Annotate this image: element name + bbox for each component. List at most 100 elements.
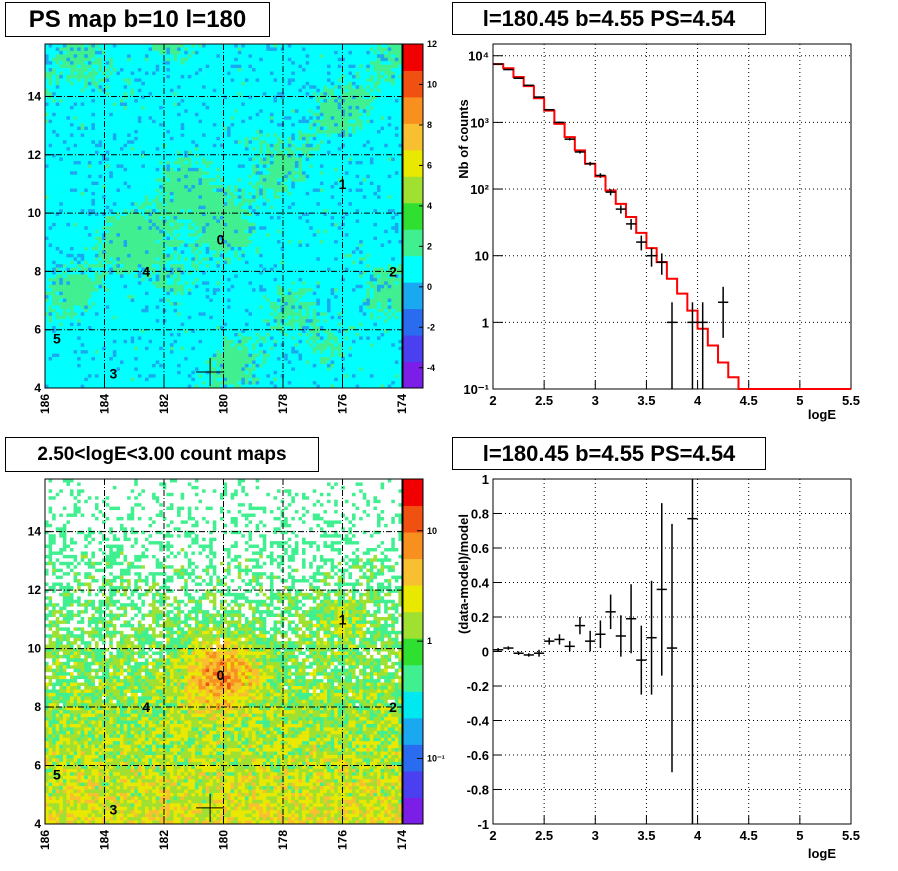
source-label-2: 2 [389,699,397,715]
x-tick-label: 184 [98,394,112,414]
source-label-4: 4 [142,699,150,715]
colorbar-band [403,309,423,336]
source-label-3: 3 [110,365,118,381]
colorbar-band [403,506,423,533]
x-tick-label: 3 [592,828,599,843]
x-tick-label: 178 [276,394,290,414]
colorbar-band [403,612,423,639]
y-tick-label: 4 [34,817,41,831]
y-tick-label: 10³ [470,115,489,130]
y-tick-label: 12 [28,583,42,597]
x-tick-label: 2.5 [535,828,553,843]
y-tick-label: 4 [34,381,41,395]
x-tick-label: 5 [796,828,803,843]
colorbar-tick-label: 10 [427,526,437,536]
colorbar-band [403,559,423,586]
x-tick-label: 180 [217,394,231,414]
colorbar-band [403,771,423,798]
colorbar-band [403,797,423,824]
source-label-0: 0 [217,667,225,683]
y-tick-label: 10 [28,642,42,656]
x-tick-label: 5 [796,393,803,408]
y-tick-label: -1 [477,817,489,832]
x-tick-label: 4 [694,393,702,408]
colorbar-tick-label: 2 [427,241,432,251]
y-tick-label: 0 [482,645,489,660]
y-tick-label: 8 [34,264,41,278]
x-axis-label: logE [808,846,836,861]
x-axis-label: logE [808,407,836,422]
x-tick-label: 174 [395,394,409,414]
y-tick-label: -0.4 [467,714,490,729]
colorbar-tick-label: 1 [427,636,432,646]
x-tick-label: 186 [38,830,52,850]
x-tick-label: 174 [395,830,409,850]
colorbar-band [403,718,423,745]
y-tick-label: -0.8 [467,783,489,798]
x-tick-label: 2 [489,393,496,408]
source-label-1: 1 [339,176,347,192]
colorbar-band [403,44,423,71]
colorbar-tick-label: 10 [427,79,437,89]
source-label-5: 5 [53,330,61,346]
colorbar-band [403,744,423,771]
y-axis-label: (data-model)/model [456,514,471,634]
x-tick-label: 176 [336,394,350,414]
colorbar-band [403,70,423,97]
colorbar [403,44,423,389]
colorbar-band [403,150,423,177]
y-tick-label: 10 [28,206,42,220]
residual-title: l=180.45 b=4.55 PS=4.54 [452,437,766,470]
colorbar-band [403,585,423,612]
y-tick-label: 0.2 [471,610,489,625]
x-tick-label: 184 [98,830,112,850]
source-label-4: 4 [142,263,150,279]
x-tick-label: 4.5 [740,828,758,843]
x-tick-label: 4 [694,828,702,843]
y-tick-label: 8 [34,700,41,714]
colorbar-tick-label: 4 [427,201,432,211]
x-tick-label: 182 [157,394,171,414]
source-label-0: 0 [217,231,225,247]
x-tick-label: 4.5 [740,393,758,408]
y-tick-label: 6 [34,323,41,337]
y-tick-label: 6 [34,759,41,773]
colorbar-tick-label: 12 [427,39,437,49]
colorbar-band [403,362,423,389]
x-tick-label: 3.5 [637,828,655,843]
colorbar-band [403,335,423,362]
colorbar-tick-label: -2 [427,322,435,332]
colorbar-band [403,123,423,150]
x-tick-label: 180 [217,830,231,850]
colorbar-band [403,479,423,506]
x-tick-label: 2.5 [535,393,553,408]
colorbar-band [403,282,423,309]
colorbar-band [403,691,423,718]
y-tick-label: -0.2 [467,679,489,694]
y-tick-label: 10² [470,182,489,197]
map1-title: PS map b=10 l=180 [5,2,270,37]
colorbar-band [403,256,423,283]
source-label-2: 2 [389,263,397,279]
colorbar-tick-label: 8 [427,120,432,130]
x-tick-label: 178 [276,830,290,850]
colorbar-tick-label: 10⁻¹ [427,753,445,763]
y-tick-label: 10 [475,249,489,264]
y-axis-label: Nb of counts [456,99,471,178]
colorbar-band [403,97,423,124]
y-tick-label: 12 [28,148,42,162]
colorbar-band [403,665,423,692]
colorbar-tick-label: -4 [427,363,435,373]
colorbar-tick-label: 0 [427,282,432,292]
y-tick-label: 0.4 [471,576,490,591]
y-tick-label: -0.6 [467,748,489,763]
x-tick-label: 5.5 [842,828,860,843]
x-tick-label: 5.5 [842,393,860,408]
source-label-1: 1 [339,611,347,627]
source-label-3: 3 [110,801,118,817]
spectrum-title: l=180.45 b=4.55 PS=4.54 [452,2,766,35]
map2-title: 2.50<logE<3.00 count maps [5,437,319,472]
heatmap-1 [45,479,402,824]
colorbar-band [403,532,423,559]
